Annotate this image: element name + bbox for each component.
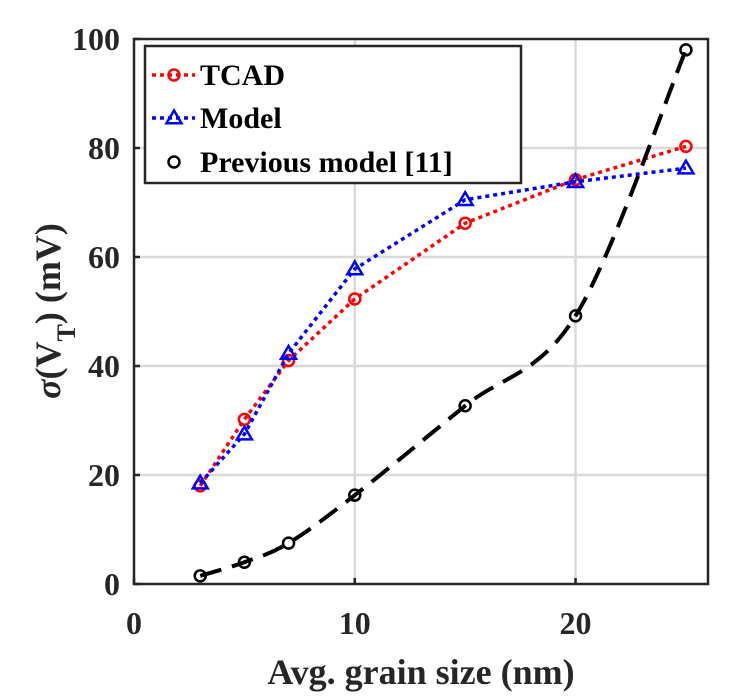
y-axis-label: σ(VT) (mV) <box>28 223 81 399</box>
series-1-point-0 <box>190 473 210 490</box>
y-tick-label-2: 40 <box>88 348 120 384</box>
series-2-point-1 <box>237 555 252 569</box>
series-2-point-0 <box>193 569 207 583</box>
legend: TCAD Model Previous model [11] <box>143 44 523 185</box>
legend-item-1: Model <box>152 102 282 135</box>
y-tick-label-3: 60 <box>88 239 120 275</box>
series-0-point-3 <box>348 292 362 306</box>
legend-label-1: Model <box>200 102 282 135</box>
plot-area-frame <box>132 37 710 586</box>
series-0 <box>193 139 693 493</box>
y-tick-label-1: 20 <box>88 457 120 493</box>
x-tick-label-2: 20 <box>560 605 592 641</box>
series-2-point-3 <box>348 488 362 502</box>
series-line-1 <box>198 166 687 485</box>
y-axis-label-open: (V <box>28 341 68 379</box>
x-axis-ticks: 0 10 20 <box>126 578 592 641</box>
series-1 <box>190 158 696 490</box>
y-axis-label-sigma: σ <box>28 378 68 399</box>
series-1-point-5 <box>565 171 586 189</box>
x-tick-label-1: 10 <box>339 605 371 641</box>
y-axis-ticks: 0 20 40 60 80 100 <box>72 21 140 602</box>
series-1-point-4 <box>455 189 475 207</box>
series-2-point-5 <box>568 309 583 323</box>
legend-label-0: TCAD <box>200 59 285 92</box>
legend-marker-0 <box>167 68 181 82</box>
legend-item-2: Previous model [11] <box>167 146 453 179</box>
legend-box <box>143 44 523 185</box>
y-axis-label-close: ) (mV) <box>28 223 68 324</box>
series-layer <box>190 43 696 583</box>
series-1-point-1 <box>234 424 255 441</box>
series-0-point-1 <box>237 412 252 427</box>
legend-item-0: TCAD <box>152 59 285 92</box>
series-0-point-4 <box>458 216 472 230</box>
y-tick-label-4: 80 <box>88 130 120 166</box>
y-axis-label-sub: T <box>52 324 81 341</box>
series-1-point-2 <box>278 343 299 360</box>
series-0-point-6 <box>679 139 693 154</box>
y-tick-label-0: 0 <box>104 566 120 602</box>
y-tick-label-5: 100 <box>72 21 120 57</box>
series-2-point-2 <box>281 536 296 550</box>
series-2 <box>193 43 693 583</box>
legend-marker-1 <box>164 108 184 125</box>
series-line-2 <box>199 49 688 578</box>
series-1-point-3 <box>345 259 365 276</box>
x-axis-label: Avg. grain size (nm) <box>267 652 574 692</box>
legend-label-2: Previous model [11] <box>200 146 453 179</box>
series-0-point-2 <box>281 353 296 368</box>
x-tick-label-0: 0 <box>126 605 142 641</box>
legend-marker-2 <box>167 155 181 169</box>
series-2-point-4 <box>458 399 472 413</box>
series-1-point-6 <box>676 158 696 175</box>
series-2-point-6 <box>679 43 693 57</box>
series-line-0 <box>198 144 687 487</box>
